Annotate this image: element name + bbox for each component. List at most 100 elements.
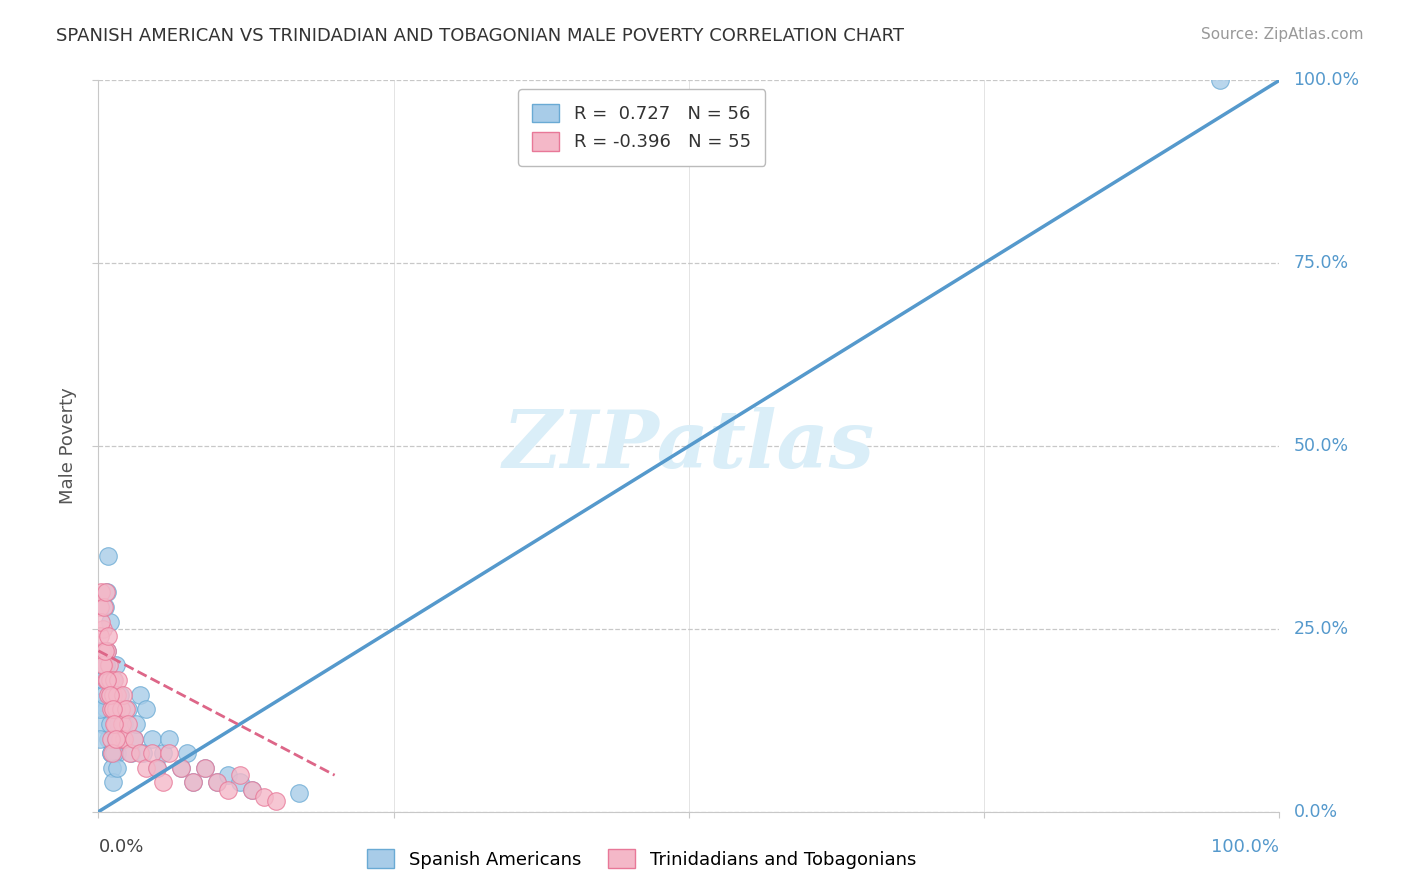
Text: ZIPatlas: ZIPatlas xyxy=(503,408,875,484)
Point xyxy=(128,746,150,760)
Point xyxy=(93,658,115,673)
Point xyxy=(117,717,139,731)
Point xyxy=(217,768,239,782)
Point xyxy=(122,731,145,746)
Point xyxy=(152,775,174,789)
Point xyxy=(104,731,127,746)
Point xyxy=(100,702,122,716)
Point xyxy=(98,658,121,673)
Point xyxy=(105,761,128,775)
Point xyxy=(108,688,131,702)
Point xyxy=(141,731,163,746)
Point xyxy=(111,731,134,746)
Point xyxy=(141,746,163,760)
Point xyxy=(93,599,115,614)
Text: 25.0%: 25.0% xyxy=(1294,620,1348,638)
Point xyxy=(94,702,117,716)
Point xyxy=(103,702,125,716)
Point xyxy=(94,644,117,658)
Point xyxy=(170,761,193,775)
Point xyxy=(103,673,125,687)
Point xyxy=(176,746,198,760)
Point xyxy=(194,761,217,775)
Point xyxy=(135,702,157,716)
Text: SPANISH AMERICAN VS TRINIDADIAN AND TOBAGONIAN MALE POVERTY CORRELATION CHART: SPANISH AMERICAN VS TRINIDADIAN AND TOBA… xyxy=(56,27,904,45)
Point xyxy=(181,775,204,789)
Point xyxy=(152,746,174,760)
Point xyxy=(89,702,111,716)
Point xyxy=(117,702,139,716)
Point xyxy=(157,731,180,746)
Point xyxy=(181,775,204,789)
Point xyxy=(103,775,125,789)
Point xyxy=(108,731,131,746)
Point xyxy=(100,746,122,760)
Point xyxy=(105,746,128,760)
Text: 0.0%: 0.0% xyxy=(98,838,143,856)
Point xyxy=(107,673,129,687)
Point xyxy=(1209,73,1232,87)
Point xyxy=(89,731,111,746)
Point xyxy=(128,688,150,702)
Point xyxy=(101,673,124,687)
Legend: Spanish Americans, Trinidadians and Tobagonians: Spanish Americans, Trinidadians and Toba… xyxy=(360,842,924,876)
Point xyxy=(90,615,112,629)
Point xyxy=(94,585,117,599)
Point xyxy=(100,746,122,760)
Point xyxy=(112,731,135,746)
Point xyxy=(253,790,276,805)
Point xyxy=(125,717,148,731)
Point xyxy=(229,768,252,782)
Point xyxy=(146,761,169,775)
Text: 0.0%: 0.0% xyxy=(1294,803,1337,821)
Point xyxy=(101,688,124,702)
Point xyxy=(170,761,193,775)
Point xyxy=(89,629,111,643)
Point xyxy=(96,644,118,658)
Point xyxy=(93,658,115,673)
Point xyxy=(96,644,118,658)
Point xyxy=(94,658,117,673)
Point xyxy=(96,673,118,687)
Point xyxy=(229,775,252,789)
Point xyxy=(90,585,112,599)
Point xyxy=(103,702,125,716)
Point xyxy=(98,615,121,629)
Point xyxy=(91,644,114,658)
Point xyxy=(97,629,120,643)
Point xyxy=(205,775,228,789)
Point xyxy=(111,717,134,731)
Point xyxy=(107,717,129,731)
Point xyxy=(114,702,136,716)
Point xyxy=(96,585,118,599)
Point xyxy=(240,782,263,797)
Point xyxy=(97,731,120,746)
Text: Source: ZipAtlas.com: Source: ZipAtlas.com xyxy=(1201,27,1364,42)
Point xyxy=(105,658,128,673)
Point xyxy=(146,761,169,775)
Text: 100.0%: 100.0% xyxy=(1294,71,1360,89)
Point xyxy=(132,746,155,760)
Point xyxy=(91,673,114,687)
Point xyxy=(94,673,117,687)
Point xyxy=(97,688,120,702)
Point xyxy=(89,599,111,614)
Point xyxy=(288,787,311,801)
Text: 100.0%: 100.0% xyxy=(1212,838,1279,856)
Point xyxy=(105,688,128,702)
Point xyxy=(103,717,125,731)
Point xyxy=(120,746,142,760)
Point xyxy=(90,644,112,658)
Point xyxy=(91,658,114,673)
Point xyxy=(97,549,120,563)
Point xyxy=(110,702,132,716)
Point xyxy=(122,731,145,746)
Point xyxy=(194,761,217,775)
Point xyxy=(135,761,157,775)
Point xyxy=(98,688,121,702)
Point xyxy=(98,717,121,731)
Point xyxy=(104,731,127,746)
Point xyxy=(91,622,114,636)
Point xyxy=(105,702,128,716)
Point xyxy=(91,717,114,731)
